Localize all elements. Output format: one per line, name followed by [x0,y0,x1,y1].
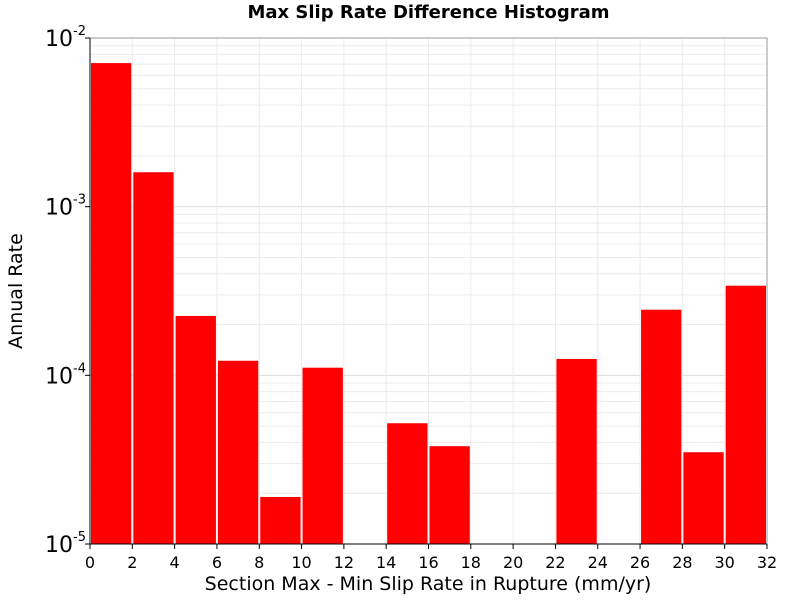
y-tick-label: 10-4 [45,361,86,389]
bar-8 [429,446,470,544]
y-tick-label: 10-3 [45,193,86,221]
y-tick-exponent: -4 [73,361,86,376]
y-tick-base: 10 [45,364,73,389]
x-tick-label: 12 [334,553,354,572]
x-tick-label: 24 [588,553,608,572]
bar-11 [556,358,597,544]
x-tick-label: 8 [254,553,264,572]
y-tick-exponent: -3 [73,193,86,208]
bar-13 [641,309,682,544]
bar-0 [91,63,132,544]
bar-4 [260,496,301,544]
x-tick-label: 26 [630,553,650,572]
bars [91,63,766,544]
x-axis-ticks: 0 2 4 6 8 10 12 14 16 18 20 22 24 26 28 30 32 [85,544,777,572]
x-tick-label: 20 [503,553,523,572]
x-tick-label: 28 [672,553,692,572]
y-tick-base: 10 [45,196,73,221]
y-tick-exponent: -2 [73,24,86,39]
x-tick-label: 4 [170,553,180,572]
x-tick-label: 32 [757,553,777,572]
y-axis-ticks: 10-210-310-410-5 [45,24,90,558]
x-axis-label: Section Max - Min Slip Rate in Rupture (… [205,573,652,595]
x-tick-label: 2 [127,553,137,572]
y-tick-exponent: -5 [73,530,86,545]
bar-3 [217,360,259,544]
y-tick-base: 10 [45,27,73,52]
bar-15 [725,285,766,544]
y-axis-label: Annual Rate [5,233,27,349]
x-tick-label: 30 [715,553,735,572]
chart-title: Max Slip Rate Difference Histogram [247,2,610,23]
bar-2 [175,315,216,544]
x-tick-label: 0 [85,553,95,572]
x-tick-label: 10 [291,553,311,572]
x-tick-label: 22 [545,553,565,572]
y-tick-label: 10-2 [45,24,86,52]
bar-5 [302,367,343,544]
bar-1 [133,172,174,544]
x-tick-label: 18 [461,553,481,572]
x-tick-label: 6 [212,553,222,572]
bar-14 [683,452,724,544]
y-tick-base: 10 [45,533,73,558]
x-tick-label: 16 [418,553,438,572]
x-tick-label: 14 [376,553,396,572]
y-tick-label: 10-5 [45,530,86,558]
bar-7 [387,423,428,544]
